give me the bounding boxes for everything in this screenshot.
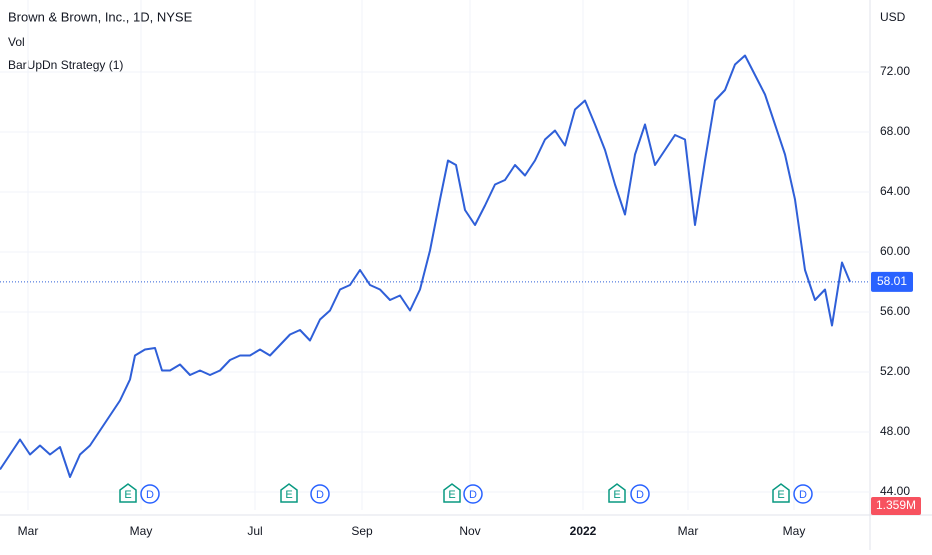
volume-label: 1.359M bbox=[876, 498, 916, 512]
chart-title: Brown & Brown, Inc., 1D, NYSE bbox=[8, 9, 193, 24]
indicator-label: Vol bbox=[8, 35, 25, 49]
indicator-label: BarUpDn Strategy (1) bbox=[8, 58, 123, 72]
y-tick-label: 68.00 bbox=[880, 124, 910, 138]
x-tick-label: Mar bbox=[18, 524, 39, 538]
price-line bbox=[0, 54, 851, 478]
event-label: E bbox=[124, 489, 131, 501]
y-axis-label: USD bbox=[880, 10, 906, 24]
dividend-icon bbox=[630, 484, 650, 504]
dividend-icon bbox=[463, 484, 483, 504]
earnings-icon bbox=[772, 483, 790, 503]
x-tick-label: Nov bbox=[459, 524, 480, 538]
y-tick-label: 48.00 bbox=[880, 424, 910, 438]
event-label: E bbox=[448, 489, 455, 501]
x-tick-label: May bbox=[783, 524, 806, 538]
earnings-icon bbox=[608, 483, 626, 503]
event-label: E bbox=[613, 489, 620, 501]
event-label: D bbox=[469, 489, 477, 501]
x-tick-label: May bbox=[130, 524, 153, 538]
earnings-icon bbox=[443, 483, 461, 503]
y-tick-label: 72.00 bbox=[880, 64, 910, 78]
dividend-icon bbox=[793, 484, 813, 504]
volume-tag bbox=[871, 497, 921, 515]
dividend-icon bbox=[310, 484, 330, 504]
y-tick-label: 44.00 bbox=[880, 484, 910, 498]
y-tick-label: 64.00 bbox=[880, 184, 910, 198]
event-label: D bbox=[799, 489, 807, 501]
earnings-icon bbox=[119, 483, 137, 503]
y-tick-label: 60.00 bbox=[880, 244, 910, 258]
earnings-icon bbox=[280, 483, 298, 503]
y-tick-label: 56.00 bbox=[880, 304, 910, 318]
last-price-label: 58.01 bbox=[877, 274, 907, 288]
event-label: E bbox=[285, 489, 292, 501]
x-tick-label: Mar bbox=[678, 524, 699, 538]
last-price-tag bbox=[871, 271, 913, 292]
x-tick-label: Sep bbox=[351, 524, 373, 538]
y-tick-label: 52.00 bbox=[880, 364, 910, 378]
x-tick-label: 2022 bbox=[570, 524, 597, 538]
event-label: D bbox=[636, 489, 644, 501]
event-label: D bbox=[146, 489, 154, 501]
event-label: E bbox=[777, 489, 784, 501]
event-label: D bbox=[316, 489, 324, 501]
x-tick-label: Jul bbox=[247, 524, 262, 538]
dividend-icon bbox=[140, 484, 160, 504]
